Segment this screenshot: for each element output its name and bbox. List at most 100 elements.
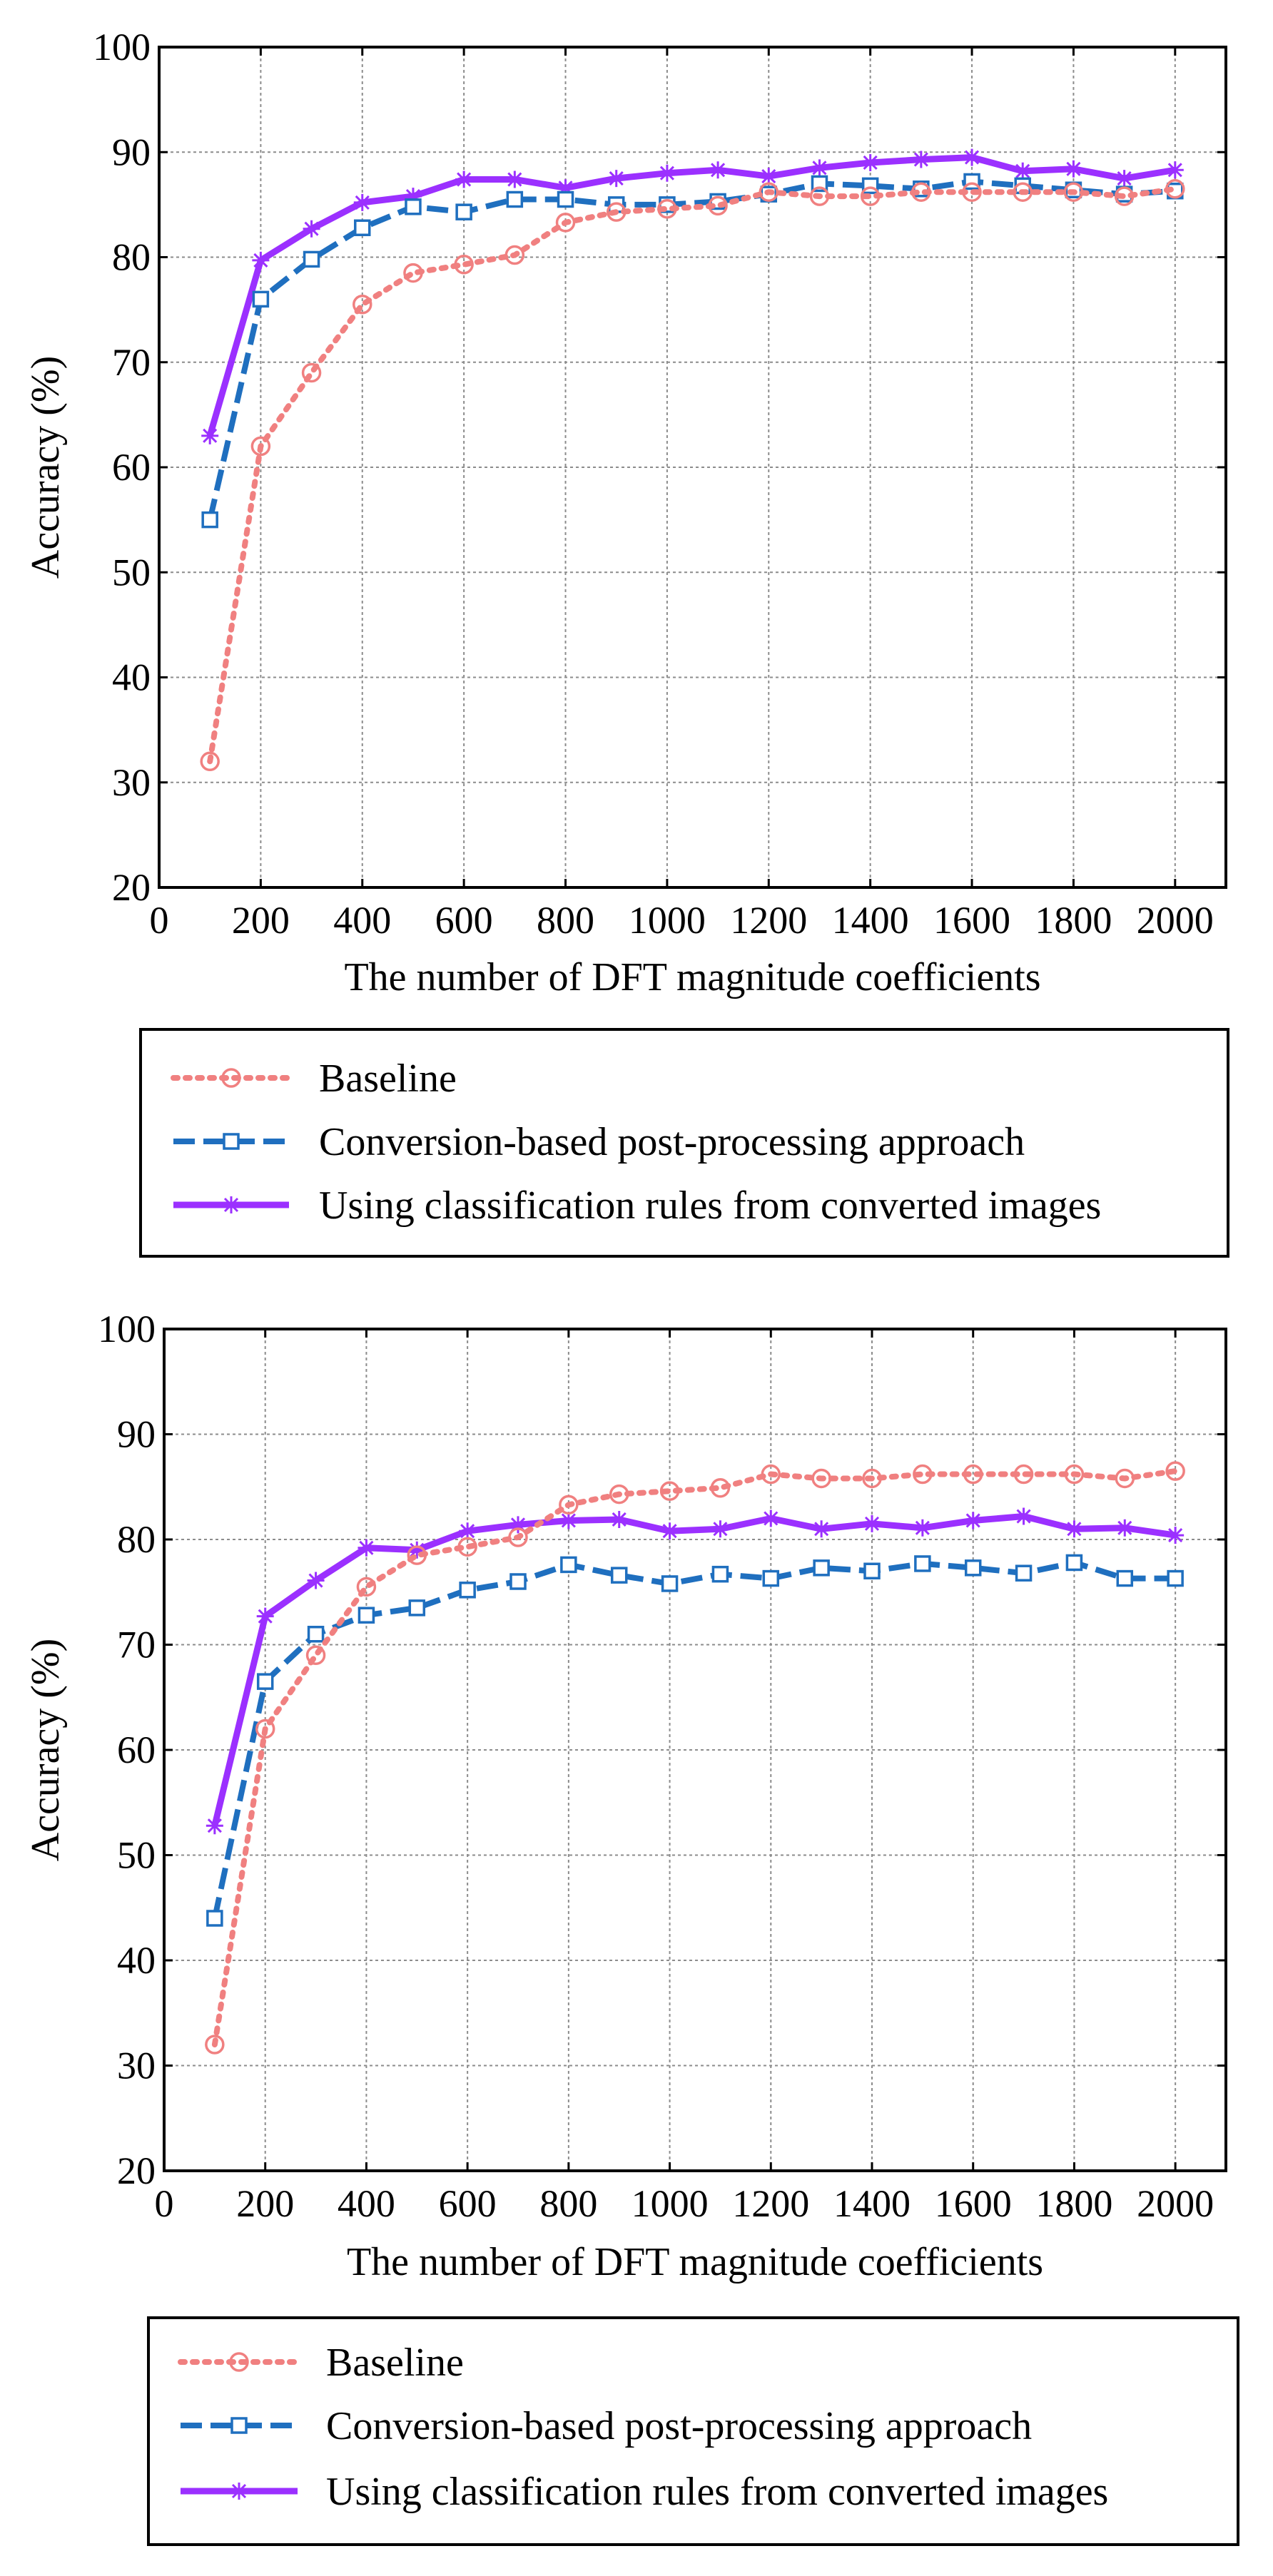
data-point [657, 199, 677, 219]
data-point [963, 1464, 983, 1485]
data-point [353, 295, 372, 315]
data-point [407, 1545, 427, 1565]
data-point [606, 202, 627, 222]
legend-item-baseline: Baseline [178, 2341, 464, 2385]
series-baseline [200, 179, 1185, 772]
data-point [708, 195, 728, 216]
data-point [962, 182, 982, 202]
data-point [506, 170, 524, 188]
x-tick-label: 400 [338, 2182, 395, 2225]
data-point [555, 213, 576, 233]
data-point [405, 198, 422, 215]
x-tick-label: 1000 [629, 899, 706, 942]
data-point [813, 1559, 830, 1577]
data-point [863, 1562, 881, 1579]
data-point [559, 1495, 579, 1515]
data-point [759, 182, 779, 202]
accuracy-chart-bottom: 0 200 400 600 800 1000 1200 1400 1600 1800 2000 20 3… [24, 1308, 1239, 2546]
data-point [255, 1719, 275, 1739]
x-tick-label: 2000 [1137, 899, 1214, 942]
y-tick-label: 50 [117, 1834, 156, 1877]
data-point [356, 1577, 377, 1597]
legend-item-conversion-based-post-processing-approach: Conversion-based post-processing approac… [173, 1120, 1025, 1164]
y-tick-label: 40 [112, 656, 151, 699]
y-tick-label: 100 [93, 26, 151, 68]
x-tick-label: 1600 [933, 899, 1010, 942]
data-point [256, 1607, 274, 1625]
series-line [206, 154, 1176, 437]
data-point [609, 1484, 629, 1505]
x-tick-label: 0 [150, 899, 169, 942]
x-tick-label: 1600 [935, 2182, 1012, 2225]
data-point [861, 153, 879, 171]
y-tick-label: 20 [117, 2149, 156, 2192]
x-tick-label: 1000 [632, 2182, 709, 2225]
data-point [1065, 160, 1082, 178]
data-point [201, 427, 219, 444]
legend-label: Using classification rules from converte… [319, 1183, 1101, 1228]
data-point [913, 1519, 931, 1537]
data-point [1115, 170, 1133, 188]
accuracy-chart-top: 0 200 400 600 800 1000 1200 1400 1600 1800 2000 20 3… [24, 26, 1229, 1258]
data-point [256, 1673, 274, 1690]
data-point [357, 1539, 375, 1557]
data-point [1013, 1464, 1034, 1485]
legend-item-using-classification-rules-from-converted-images: Using classification rules from converte… [181, 2470, 1108, 2514]
data-point [504, 245, 525, 265]
data-point [307, 1572, 325, 1589]
x-tick-label: 1200 [732, 2182, 809, 2225]
series-baseline [205, 1461, 1185, 2055]
data-point [862, 1468, 882, 1489]
data-point [353, 193, 371, 211]
data-point [1115, 1468, 1135, 1489]
data-point [1065, 1554, 1083, 1572]
y-tick-label: 80 [117, 1518, 156, 1561]
grid [164, 1329, 1226, 2171]
data-point [809, 186, 830, 206]
y-tick-label: 100 [98, 1308, 156, 1350]
data-point [914, 1555, 931, 1572]
data-point [1064, 1464, 1085, 1485]
legend-item-baseline: Baseline [171, 1057, 457, 1101]
x-tick-label: 1400 [832, 899, 909, 942]
data-point [557, 179, 574, 197]
grid [159, 47, 1226, 887]
data-point [709, 161, 727, 179]
x-tick-label: 200 [232, 899, 290, 942]
series-conversion-based-post-processing-approach [201, 173, 1184, 529]
x-tick-label: 2000 [1137, 2182, 1214, 2225]
data-point [1014, 162, 1032, 180]
data-point [964, 1559, 982, 1577]
y-tick-label: 20 [112, 866, 151, 909]
data-point [408, 1599, 426, 1617]
data-point [711, 1520, 729, 1538]
data-point [913, 1464, 933, 1485]
legend-marker [221, 1068, 241, 1088]
series-line [207, 185, 1178, 765]
data-point [508, 1527, 528, 1547]
series-line [211, 1559, 1176, 1919]
y-axis-title: Accuracy (%) [24, 356, 68, 579]
y-tick-label: 60 [117, 1729, 156, 1771]
x-tick-label: 1400 [833, 2182, 911, 2225]
legend: Baseline Conversion-based post-processing… [147, 2316, 1239, 2546]
data-point [1013, 182, 1033, 202]
data-point [1167, 1527, 1185, 1544]
data-point [912, 151, 930, 168]
y-tick-label: 40 [117, 1939, 156, 1982]
data-point [252, 290, 270, 308]
data-point [607, 170, 625, 188]
legend-marker [230, 2417, 248, 2434]
data-point [200, 751, 220, 772]
data-point [1165, 179, 1185, 199]
data-point [661, 1522, 679, 1540]
data-point [762, 1569, 780, 1587]
legend-box [139, 1028, 1229, 1258]
x-axis-title: The number of DFT magnitude coefficients [347, 2240, 1043, 2284]
data-point [964, 1512, 982, 1529]
y-tick-label: 30 [112, 761, 151, 804]
data-point [658, 164, 676, 182]
data-point [455, 170, 473, 188]
data-point [911, 182, 931, 202]
x-tick-label: 600 [439, 2182, 497, 2225]
